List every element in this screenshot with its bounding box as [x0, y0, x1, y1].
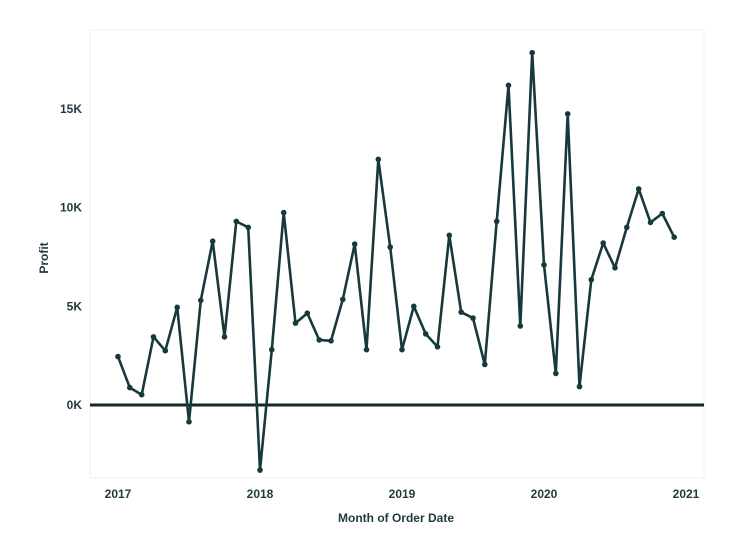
data-point	[635, 186, 642, 192]
data-point	[411, 303, 417, 310]
x-tick-label: 2019	[389, 487, 416, 501]
y-tick-label: 10K	[60, 201, 82, 215]
data-point	[434, 344, 441, 350]
data-point	[174, 304, 180, 311]
x-tick-label: 2021	[673, 487, 700, 501]
data-point	[127, 384, 133, 391]
y-tick-label: 0K	[67, 398, 83, 412]
data-point	[541, 262, 547, 268]
data-point	[446, 232, 453, 239]
y-axis-title: Profit	[37, 242, 51, 273]
data-point	[351, 241, 358, 247]
data-point	[659, 210, 666, 217]
data-point	[553, 370, 559, 377]
data-point	[186, 419, 192, 425]
data-point	[280, 209, 287, 216]
data-point	[316, 337, 323, 343]
data-point	[221, 334, 228, 340]
data-point	[458, 309, 465, 316]
data-point	[340, 296, 346, 303]
data-point	[363, 346, 370, 353]
data-point	[245, 224, 251, 231]
data-point	[576, 383, 583, 390]
data-point	[470, 315, 476, 321]
data-point	[624, 224, 630, 231]
data-point	[198, 297, 204, 304]
x-tick-label: 2017	[105, 487, 132, 501]
data-point	[150, 334, 157, 340]
plot-area	[89, 29, 705, 479]
data-point	[269, 346, 275, 353]
data-point	[529, 49, 535, 56]
data-point	[328, 338, 334, 344]
data-point	[292, 320, 299, 326]
x-axis-ticks: 2017 2018 2019 2020 2021	[105, 487, 700, 501]
data-point	[493, 218, 500, 225]
data-point	[600, 240, 606, 246]
data-point	[612, 265, 618, 271]
data-point	[482, 361, 488, 368]
y-axis-ticks: 0K 5K 10K 15K	[60, 102, 82, 412]
x-axis-title: Month of Order Date	[338, 511, 454, 525]
data-point	[564, 111, 571, 117]
data-point	[209, 238, 216, 244]
x-tick-label: 2018	[247, 487, 274, 501]
data-point	[671, 234, 677, 240]
data-point	[375, 156, 382, 163]
data-point	[517, 323, 524, 329]
y-tick-label: 5K	[67, 299, 83, 313]
data-point	[304, 310, 311, 317]
data-point	[138, 391, 145, 398]
data-point	[422, 331, 429, 337]
data-point	[505, 82, 512, 89]
x-tick-label: 2020	[531, 487, 558, 501]
data-point	[387, 244, 394, 250]
data-point	[233, 218, 240, 225]
data-point	[399, 346, 405, 353]
data-point	[257, 467, 263, 473]
data-point	[588, 276, 595, 283]
data-points	[115, 49, 677, 473]
data-point	[647, 219, 654, 226]
data-point	[162, 347, 169, 354]
profit-series-line	[116, 51, 676, 472]
y-tick-label: 15K	[60, 102, 82, 116]
data-point	[115, 353, 121, 360]
